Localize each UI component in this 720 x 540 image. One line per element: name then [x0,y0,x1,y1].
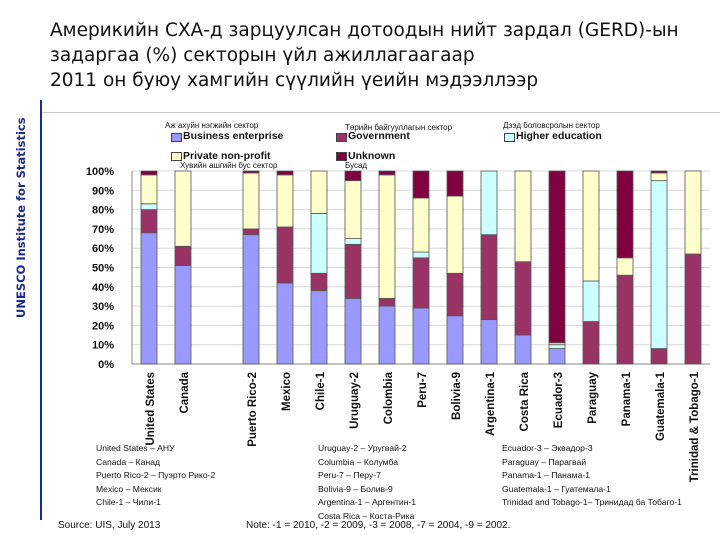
y-tick-label: 30% [92,301,114,313]
bar-unknown-guatemala-1 [651,171,667,173]
bar-higher-education-argentina-1 [481,171,497,235]
bar-unknown-puerto-rico-2 [243,171,259,173]
bar-government-mexico [277,227,293,283]
bar-business-enterprise-peru-7 [413,308,429,364]
y-tick-label: 90% [92,185,114,197]
x-tick-label: United States [145,372,157,446]
y-tick-label: 60% [92,243,114,255]
bar-private-non-profit-uruguay-2 [345,181,361,239]
bar-higher-education-peru-7 [413,252,429,258]
bar-private-non-profit-costa-rica [515,171,531,262]
bar-government-guatemala-1 [651,349,667,364]
bar-unknown-united-states [141,171,157,175]
y-tick-label: 0% [98,359,114,371]
bar-private-non-profit-paraguay [583,171,599,281]
x-tick-label: Colombia [383,371,395,424]
bar-higher-education-uruguay-2 [345,239,361,245]
bar-private-non-profit-panama-1 [617,258,633,275]
bar-government-chile-1 [311,273,327,290]
bar-business-enterprise-colombia [379,306,395,364]
x-tick-label: Paraguay [587,371,599,423]
bar-government-argentina-1 [481,235,497,320]
y-tick-label: 10% [92,340,114,352]
bar-unknown-bolivia-9 [447,171,463,196]
bar-business-enterprise-united-states [141,233,157,364]
footnote-column-3: Ecuador-3 – Эквадор-3 Paraguay – Парагва… [502,442,682,510]
bar-higher-education-chile-1 [311,213,327,273]
y-tick-label: 80% [92,205,114,217]
y-tick-label: 20% [92,320,114,332]
bar-unknown-panama-1 [617,171,633,258]
bar-business-enterprise-costa-rica [515,335,531,364]
bar-business-enterprise-chile-1 [311,291,327,364]
x-tick-label: Mexico [281,372,293,411]
bar-private-non-profit-chile-1 [311,171,327,213]
x-tick-label: Canada [179,371,191,413]
bar-private-non-profit-puerto-rico-2 [243,173,259,229]
x-tick-label: Panama-1 [621,371,633,426]
footnote-column-2: Uruguay-2 – Уругвай-2 Columbia – Колумба… [318,442,416,523]
x-tick-label: Costa Rica [519,371,531,431]
x-tick-label: Uruguay-2 [349,372,361,429]
bar-business-enterprise-uruguay-2 [345,298,361,364]
bar-private-non-profit-canada [175,171,191,246]
footnote-column-1: United States – АНУ Canada – Канад Puert… [96,442,215,510]
bar-government-paraguay [583,322,599,364]
bar-government-colombia [379,298,395,306]
y-tick-label: 50% [92,263,114,275]
x-tick-label: Guatemala-1 [655,371,667,441]
bar-business-enterprise-ecuador-3 [549,349,565,364]
x-tick-label: Argentina-1 [485,371,497,436]
bar-private-non-profit-united-states [141,175,157,204]
y-tick-label: 100% [86,166,114,178]
bar-government-canada [175,246,191,265]
y-tick-label: 40% [92,282,114,294]
x-tick-label: Bolivia-9 [451,372,463,420]
y-tick-label: 70% [92,224,114,236]
bar-government-bolivia-9 [447,273,463,315]
x-tick-label: Trinidad & Tobago-1 [689,371,701,482]
x-tick-label: Ecuador-3 [553,372,565,428]
bar-higher-education-united-states [141,204,157,210]
bar-private-non-profit-guatemala-1 [651,173,667,181]
bar-private-non-profit-colombia [379,175,395,299]
x-tick-label: Puerto Rico-2 [247,372,259,447]
bar-business-enterprise-mexico [277,283,293,364]
bar-private-non-profit-peru-7 [413,198,429,252]
bar-business-enterprise-bolivia-9 [447,316,463,364]
bar-government-trinidad-tobago-1 [685,254,701,364]
bar-government-panama-1 [617,275,633,364]
bar-government-peru-7 [413,258,429,308]
bar-higher-education-ecuador-3 [549,345,565,349]
bar-unknown-uruguay-2 [345,171,361,181]
bar-business-enterprise-canada [175,266,191,364]
note-text: Note: -1 = 2010, -2 = 2009, -3 = 2008, -… [246,520,510,531]
x-tick-label: Peru-7 [417,372,429,408]
source-text: Source: UIS, July 2013 [58,520,160,531]
bar-unknown-mexico [277,171,293,175]
bar-private-non-profit-trinidad-tobago-1 [685,171,701,254]
bar-higher-education-paraguay [583,281,599,322]
bar-business-enterprise-argentina-1 [481,320,497,364]
bar-business-enterprise-puerto-rico-2 [243,235,259,364]
bar-unknown-ecuador-3 [549,171,565,343]
bar-government-costa-rica [515,262,531,335]
bar-government-uruguay-2 [345,244,361,298]
x-tick-label: Chile-1 [315,371,327,410]
bar-government-puerto-rico-2 [243,229,259,235]
bar-government-united-states [141,210,157,233]
bar-private-non-profit-bolivia-9 [447,196,463,273]
bar-higher-education-guatemala-1 [651,181,667,349]
bar-unknown-colombia [379,171,395,175]
bar-unknown-peru-7 [413,171,429,198]
bar-private-non-profit-mexico [277,175,293,227]
